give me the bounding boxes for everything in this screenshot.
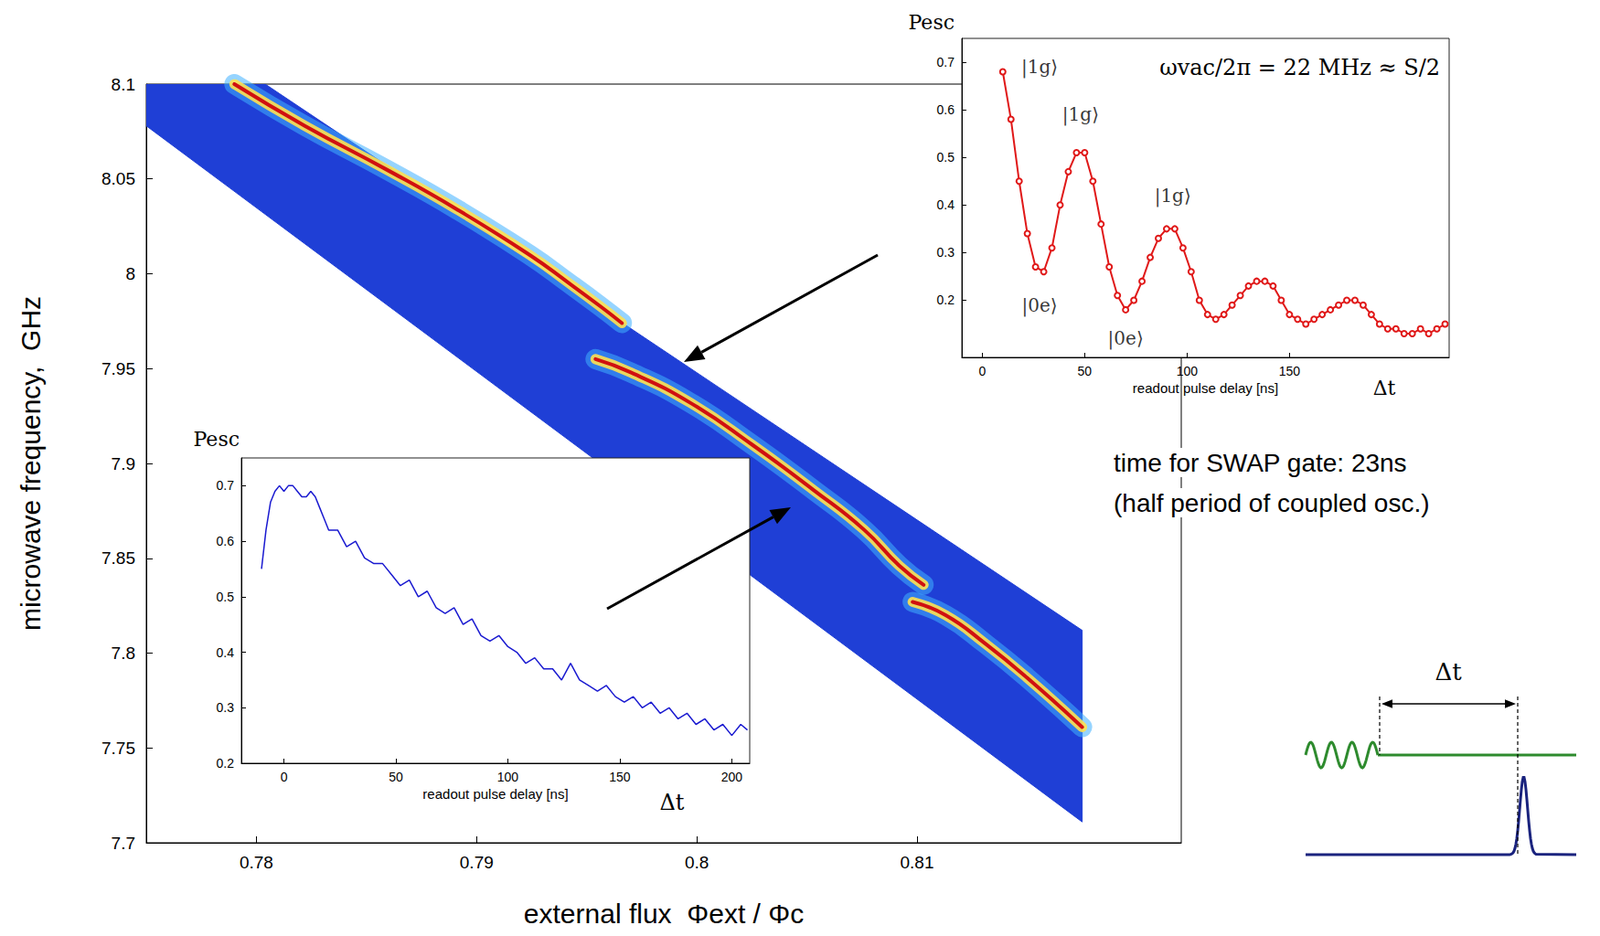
svg-text:0.8: 0.8 (684, 853, 709, 873)
svg-text:7.9: 7.9 (111, 454, 136, 474)
svg-text:150: 150 (608, 769, 631, 785)
svg-text:0.4: 0.4 (216, 645, 235, 661)
svg-text:50: 50 (1077, 363, 1093, 379)
svg-text:8.1: 8.1 (111, 74, 136, 95)
svg-text:|1g⟩: |1g⟩ (1062, 103, 1099, 127)
svg-text:7.75: 7.75 (101, 738, 136, 758)
svg-text:0.81: 0.81 (899, 853, 934, 873)
svg-text:0.7: 0.7 (937, 54, 956, 70)
svg-text:200: 200 (721, 769, 744, 785)
svg-text:8: 8 (125, 264, 136, 284)
svg-text:150: 150 (1279, 363, 1302, 379)
svg-text:0.3: 0.3 (216, 700, 235, 715)
svg-text:0.5: 0.5 (937, 149, 956, 165)
svg-text:|0e⟩: |0e⟩ (1022, 294, 1058, 318)
svg-text:100: 100 (497, 769, 520, 785)
svg-text:|1g⟩: |1g⟩ (1154, 184, 1192, 208)
svg-text:7.85: 7.85 (101, 548, 136, 568)
svg-text:0.6: 0.6 (216, 533, 235, 549)
svg-text:|1g⟩: |1g⟩ (1021, 55, 1058, 79)
svg-text:0.4: 0.4 (937, 197, 956, 213)
svg-text:0.7: 0.7 (216, 478, 235, 493)
svg-text:Pesc: Pesc (908, 10, 955, 34)
svg-text:microwave frequency, GHz: microwave frequency, GHz (15, 296, 46, 631)
svg-text:time for SWAP gate: 23ns: time for SWAP gate: 23ns (1113, 448, 1408, 478)
svg-text:7.95: 7.95 (101, 359, 136, 379)
svg-text:0.5: 0.5 (216, 589, 235, 605)
svg-text:7.7: 7.7 (111, 833, 136, 854)
svg-text:100: 100 (1176, 363, 1199, 379)
svg-text:0.2: 0.2 (216, 756, 235, 771)
svg-text:ωvac/2π = 22 MHz ≈ S/2: ωvac/2π = 22 MHz ≈ S/2 (1159, 54, 1440, 81)
svg-text:0.79: 0.79 (459, 853, 494, 873)
svg-text:0.78: 0.78 (239, 853, 274, 873)
svg-text:Δt: Δt (1434, 658, 1462, 686)
svg-text:external flux Φext / Φc: external flux Φext / Φc (523, 898, 804, 929)
svg-text:readout pulse delay [ns]: readout pulse delay [ns] (1132, 380, 1279, 396)
svg-text:Δt: Δt (1373, 376, 1397, 400)
svg-text:(half period of coupled osc.): (half period of coupled osc.) (1113, 489, 1430, 518)
svg-text:0: 0 (978, 363, 986, 379)
svg-text:Pesc: Pesc (193, 427, 240, 451)
svg-text:8.05: 8.05 (101, 169, 136, 189)
svg-text:readout pulse delay [ns]: readout pulse delay [ns] (422, 786, 568, 802)
svg-text:|0e⟩: |0e⟩ (1108, 327, 1144, 351)
svg-text:Δt: Δt (660, 789, 685, 816)
svg-text:0: 0 (280, 769, 288, 785)
svg-text:0.3: 0.3 (937, 245, 956, 260)
svg-text:0.2: 0.2 (937, 292, 956, 308)
svg-text:50: 50 (388, 769, 404, 785)
svg-text:7.8: 7.8 (111, 643, 136, 663)
svg-text:0.6: 0.6 (937, 102, 956, 118)
